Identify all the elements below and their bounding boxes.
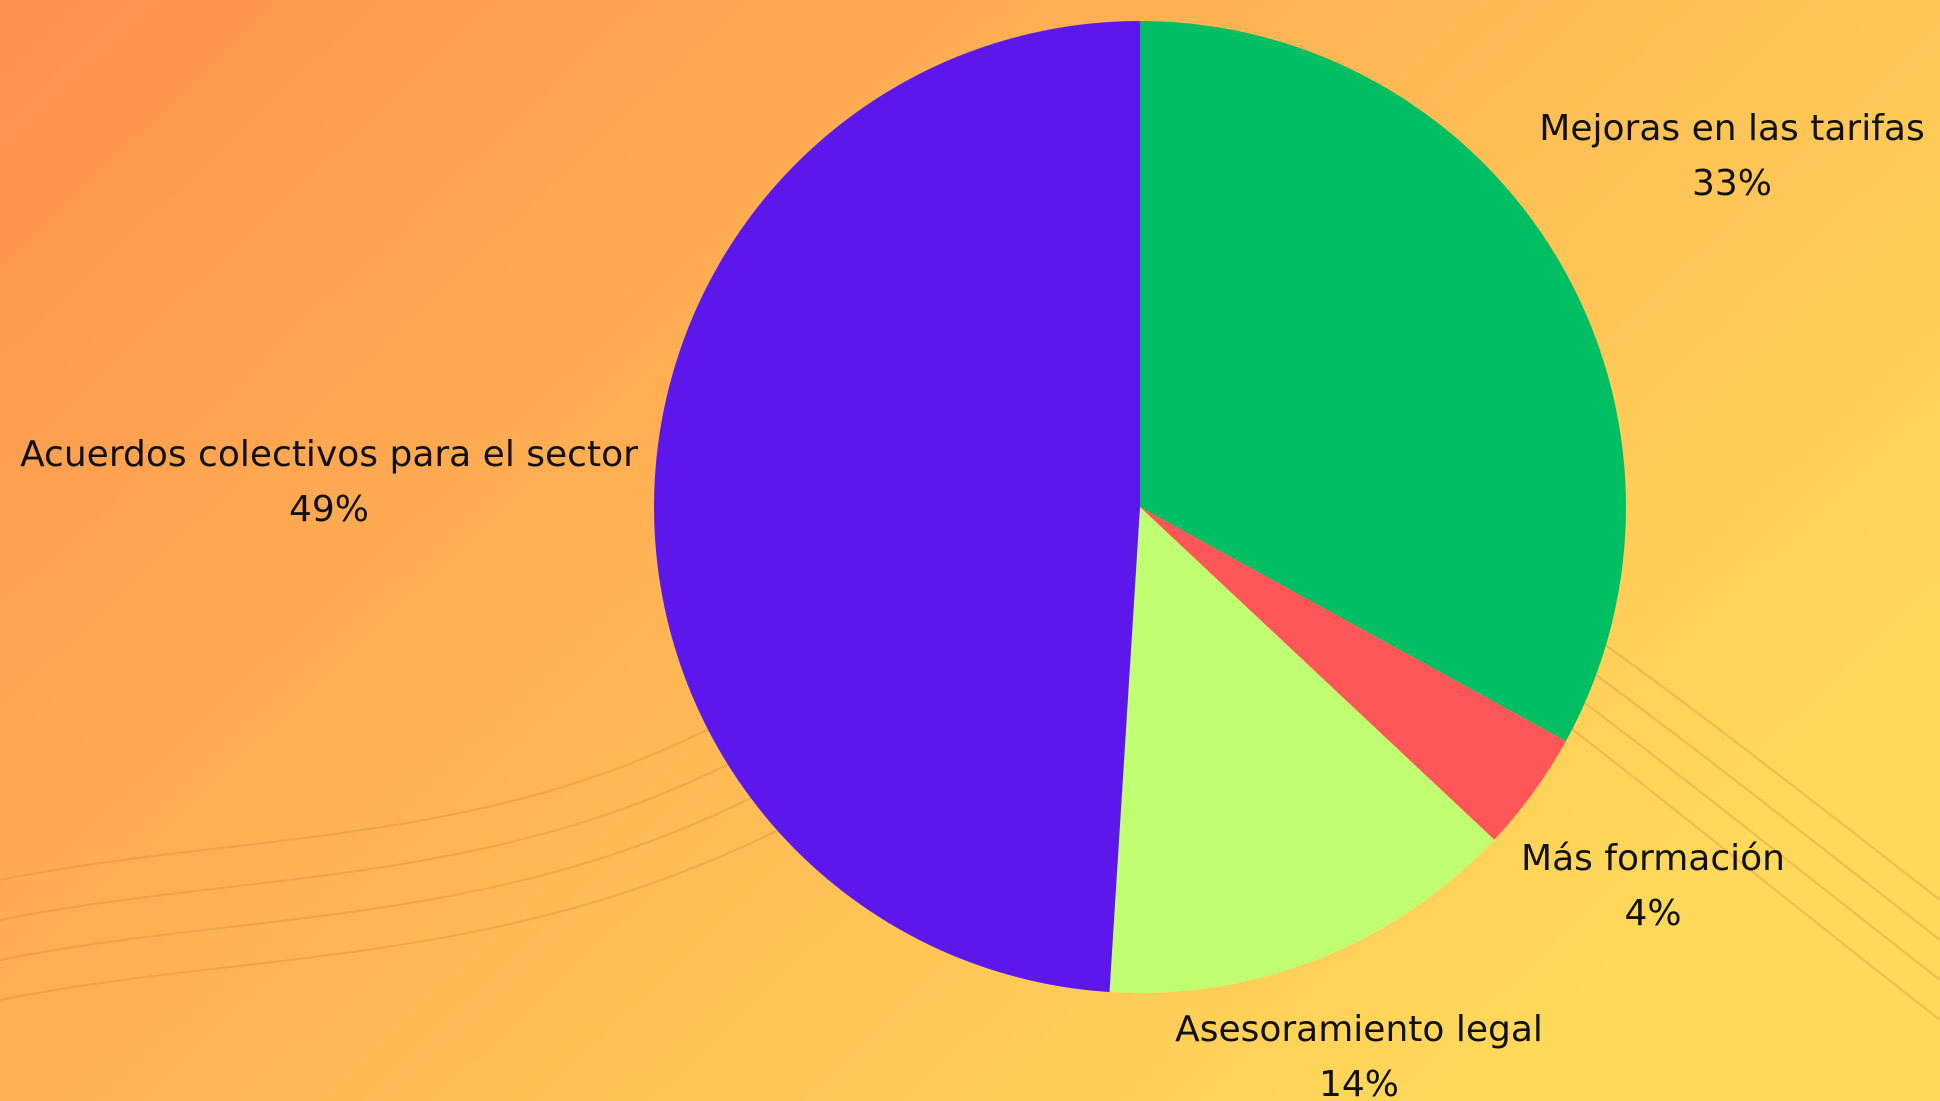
slice-label: Acuerdos colectivos para el sector: [20, 434, 638, 475]
slice-label: Mejoras en las tarifas: [1539, 108, 1924, 149]
slice-label: Asesoramiento legal: [1175, 1009, 1543, 1050]
slice-value-label: 14%: [1319, 1064, 1399, 1101]
pie-slice: [654, 21, 1140, 993]
pie-slice: [1140, 21, 1626, 742]
slice-value-label: 4%: [1624, 893, 1681, 934]
slice-label: Más formación: [1521, 838, 1785, 879]
pie-slice: [1109, 507, 1495, 993]
slice-value-label: 33%: [1692, 163, 1772, 204]
slice-value-label: 49%: [289, 489, 369, 530]
pie-slice: [1140, 507, 1566, 840]
